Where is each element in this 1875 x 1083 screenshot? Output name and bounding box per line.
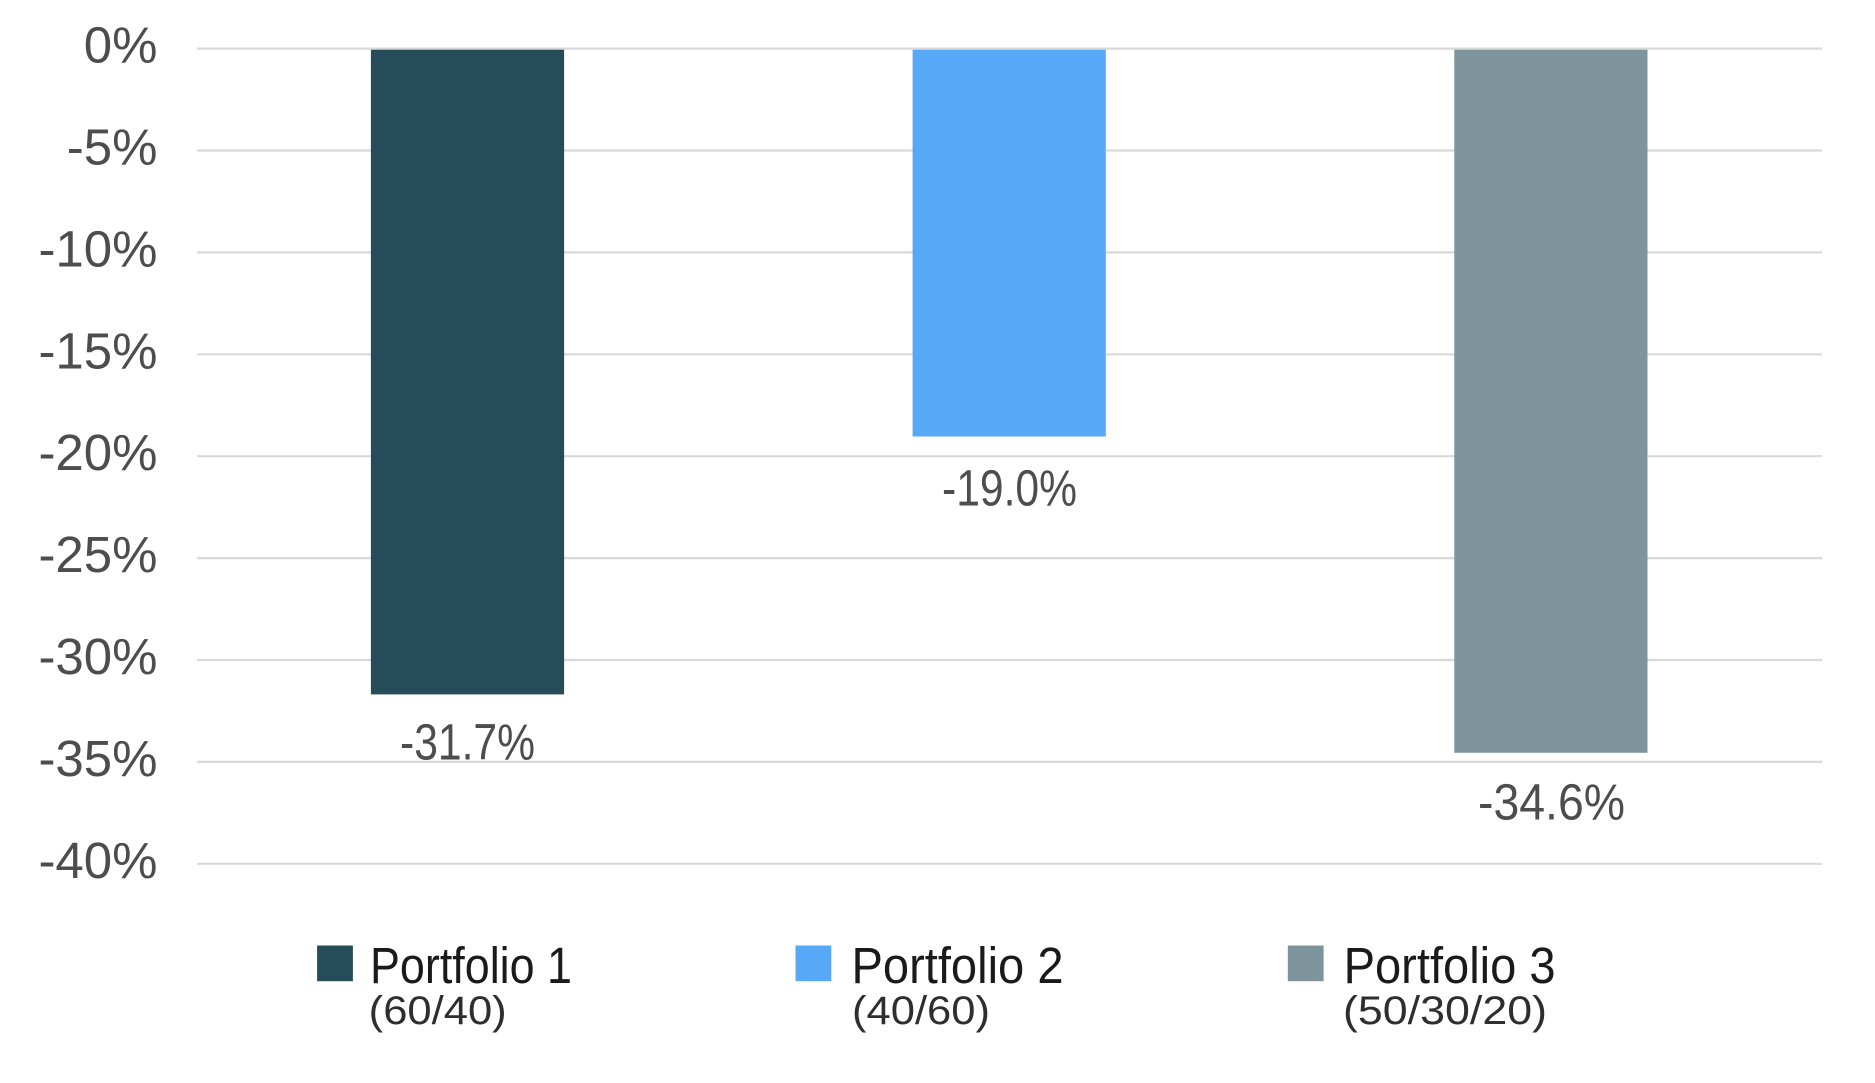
svg-text:-35%: -35% — [38, 730, 157, 787]
svg-text:-15%: -15% — [38, 322, 157, 379]
svg-text:Portfolio 3: Portfolio 3 — [1344, 937, 1556, 994]
svg-text:-40%: -40% — [38, 832, 157, 889]
svg-text:-30%: -30% — [38, 628, 157, 685]
svg-text:-10%: -10% — [38, 220, 157, 277]
svg-text:-19.0%: -19.0% — [942, 459, 1077, 516]
svg-text:-34.6%: -34.6% — [1478, 774, 1625, 831]
svg-text:-20%: -20% — [38, 424, 157, 481]
svg-text:(60/40): (60/40) — [369, 989, 507, 1033]
svg-text:-31.7%: -31.7% — [400, 713, 535, 770]
svg-text:-5%: -5% — [67, 119, 158, 176]
svg-text:(50/30/20): (50/30/20) — [1343, 989, 1547, 1033]
svg-text:(40/60): (40/60) — [852, 989, 990, 1033]
svg-text:0%: 0% — [84, 17, 158, 74]
svg-text:Portfolio 2: Portfolio 2 — [852, 937, 1064, 994]
svg-text:Portfolio 1: Portfolio 1 — [370, 937, 572, 994]
svg-text:-25%: -25% — [38, 526, 157, 583]
